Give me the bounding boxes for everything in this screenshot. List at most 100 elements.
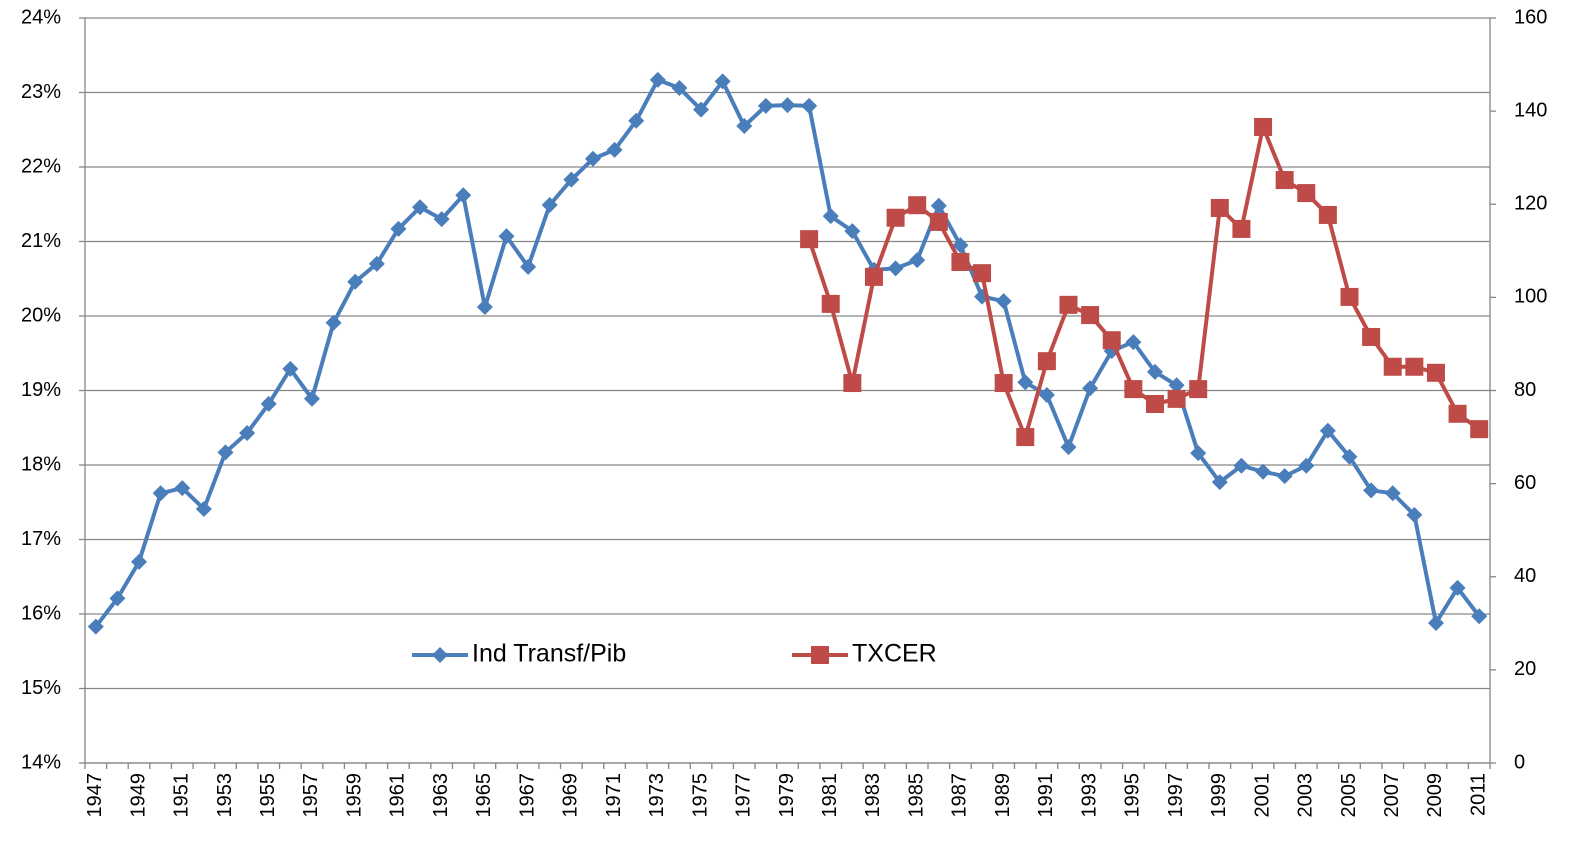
x-tick-label: 1995 (1122, 773, 1144, 818)
point (433, 211, 450, 228)
x-tick-label: 1949 (127, 773, 149, 818)
y-tick-label: 21% (21, 230, 61, 252)
point (476, 299, 493, 316)
point (779, 97, 796, 114)
x-tick-label: 1983 (862, 773, 884, 818)
x-tick-label: 1947 (84, 773, 106, 818)
x-tick-label: 1953 (214, 773, 236, 818)
point (325, 314, 342, 331)
x-tick-label: 2007 (1381, 773, 1403, 818)
y2-tick-label: 80 (1514, 379, 1536, 401)
point (1318, 205, 1337, 224)
x-tick-label: 1967 (516, 773, 538, 818)
point (1017, 374, 1034, 391)
y2-tick-label: 20 (1514, 658, 1536, 680)
point (131, 553, 148, 570)
x-tick-label: 1951 (171, 773, 193, 818)
y-tick-label: 24% (21, 6, 61, 28)
x-tick-label: 1963 (430, 773, 452, 818)
y2-tick-label: 40 (1514, 565, 1536, 587)
x-tick-label: 1991 (1035, 773, 1057, 818)
x-tick-label: 2005 (1338, 773, 1360, 818)
point (1255, 463, 1272, 480)
x-tick-label: 1977 (733, 773, 755, 818)
point (347, 273, 364, 290)
point (714, 73, 731, 90)
point (864, 267, 883, 286)
point (217, 444, 234, 461)
point (886, 208, 905, 227)
point (628, 112, 645, 129)
point (1383, 357, 1402, 376)
point (282, 360, 299, 377)
point (821, 294, 840, 313)
x-tick-label: 1993 (1078, 773, 1100, 818)
legend-label: TXCER (852, 640, 937, 668)
point (693, 101, 710, 118)
point (1405, 357, 1424, 376)
x-tick-label: 2003 (1295, 773, 1317, 818)
point (1190, 445, 1207, 462)
x-tick-label: 1965 (473, 773, 495, 818)
point (1470, 420, 1489, 439)
x-tick-label: 1971 (603, 773, 625, 818)
point (1406, 506, 1423, 523)
point (909, 252, 926, 269)
point (736, 118, 753, 135)
point (195, 500, 212, 517)
point (390, 220, 407, 237)
point (1362, 327, 1381, 346)
point (800, 230, 819, 249)
point (1298, 457, 1315, 474)
point (1233, 457, 1250, 474)
point (1449, 579, 1466, 596)
point (952, 237, 969, 254)
point (649, 71, 666, 88)
legend-marker (432, 647, 448, 663)
y2-tick-label: 0 (1514, 751, 1525, 773)
point (584, 150, 601, 167)
point (1038, 386, 1055, 403)
point (1275, 171, 1294, 190)
point (1210, 198, 1229, 217)
point (929, 212, 948, 231)
y-tick-label: 16% (21, 602, 61, 624)
point (1471, 608, 1488, 625)
x-tick-label: 1985 (905, 773, 927, 818)
point (1167, 389, 1186, 408)
point (1037, 352, 1056, 371)
point (1297, 184, 1316, 203)
point (1426, 363, 1445, 382)
point (1082, 380, 1099, 397)
x-tick-label: 1969 (560, 773, 582, 818)
point (1340, 287, 1359, 306)
point (844, 223, 861, 240)
point (1125, 334, 1142, 351)
point (951, 252, 970, 271)
x-tick-label: 1961 (387, 773, 409, 818)
point (1059, 295, 1078, 314)
point (1060, 439, 1077, 456)
y-tick-label: 20% (21, 304, 61, 326)
point (1168, 377, 1185, 394)
point (1211, 474, 1228, 491)
point (1189, 380, 1208, 399)
point (995, 293, 1012, 310)
point (303, 390, 320, 407)
x-tick-label: 1979 (776, 773, 798, 818)
y2-tick-label: 140 (1514, 99, 1547, 121)
point (563, 171, 580, 188)
point (822, 208, 839, 225)
y-tick-label: 22% (21, 155, 61, 177)
point (174, 480, 191, 497)
point (498, 228, 515, 245)
x-tick-label: 1989 (992, 773, 1014, 818)
point (1146, 363, 1163, 380)
y2-tick-label: 160 (1514, 6, 1547, 28)
x-tick-label: 2001 (1251, 773, 1273, 818)
point (908, 196, 927, 215)
x-tick-label: 1987 (949, 773, 971, 818)
point (152, 485, 169, 502)
point (1276, 468, 1293, 485)
